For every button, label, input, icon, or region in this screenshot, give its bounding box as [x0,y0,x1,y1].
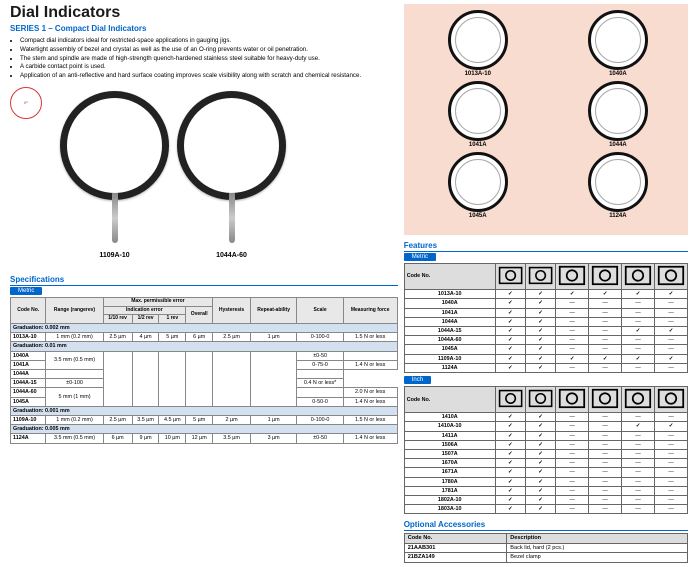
feature-2-icon [525,387,555,413]
photo-label: 1109A-10 [99,252,129,259]
feature-2-icon [525,264,555,290]
bullet-item: The stem and spindle are made of high-st… [20,55,398,63]
features-table-inch: Code No. 1410A1410A-101411A1506A1507A167… [404,386,688,514]
bullet-item: A carbide contact point is used. [20,63,398,71]
dial-thumb: 1044A [554,81,682,148]
metric-pill: Metric [10,287,42,295]
features-heading: Features [404,241,688,252]
feature-4-icon [589,387,622,413]
feature-1-icon [495,264,525,290]
dial-thumb: 1045A [414,152,542,219]
series-subtitle: SERIES 1 – Compact Dial Indicators [10,24,398,33]
feature-3-icon [556,264,589,290]
page-title: Dial Indicators [10,4,398,22]
bullet-item: Application of an anti-reflective and ha… [20,72,398,80]
accessories-heading: Optional Accessories [404,520,688,531]
dial-thumb: 1124A [554,152,682,219]
metric-pill: Metric [404,253,436,261]
features-table-metric: Code No. 1013A-101040A1041A1044A1044A-15… [404,263,688,373]
dial-thumbnails: 1013A-101040A1041A1044A1045A1124A [414,10,682,219]
cert-badge-icon: IP [10,87,42,119]
dial-thumb: 1040A [554,10,682,77]
bullet-item: Compact dial indicators ideal for restri… [20,37,398,45]
feature-5-icon [622,264,655,290]
dial-thumb: 1013A-10 [414,10,542,77]
dial-thumb: 1041A [414,81,542,148]
specifications-heading: Specifications [10,275,398,286]
product-photo: 1109A-10 [60,91,169,259]
accessories-table: Code No.Description 21AAB301Back lid, ha… [404,533,688,562]
specifications-table: Code No. Range (rangerev) Max. permissib… [10,297,398,444]
feature-6-icon [655,387,688,413]
inch-pill: Inch [404,376,431,384]
bullet-item: Watertight assembly of bezel and crystal… [20,46,398,54]
feature-4-icon [589,264,622,290]
feature-3-icon [556,387,589,413]
product-photo: 1044A-60 [177,91,286,259]
feature-bullets: Compact dial indicators ideal for restri… [10,37,398,80]
feature-5-icon [622,387,655,413]
feature-6-icon [655,264,688,290]
photo-label: 1044A-60 [216,252,247,259]
feature-1-icon [495,387,525,413]
